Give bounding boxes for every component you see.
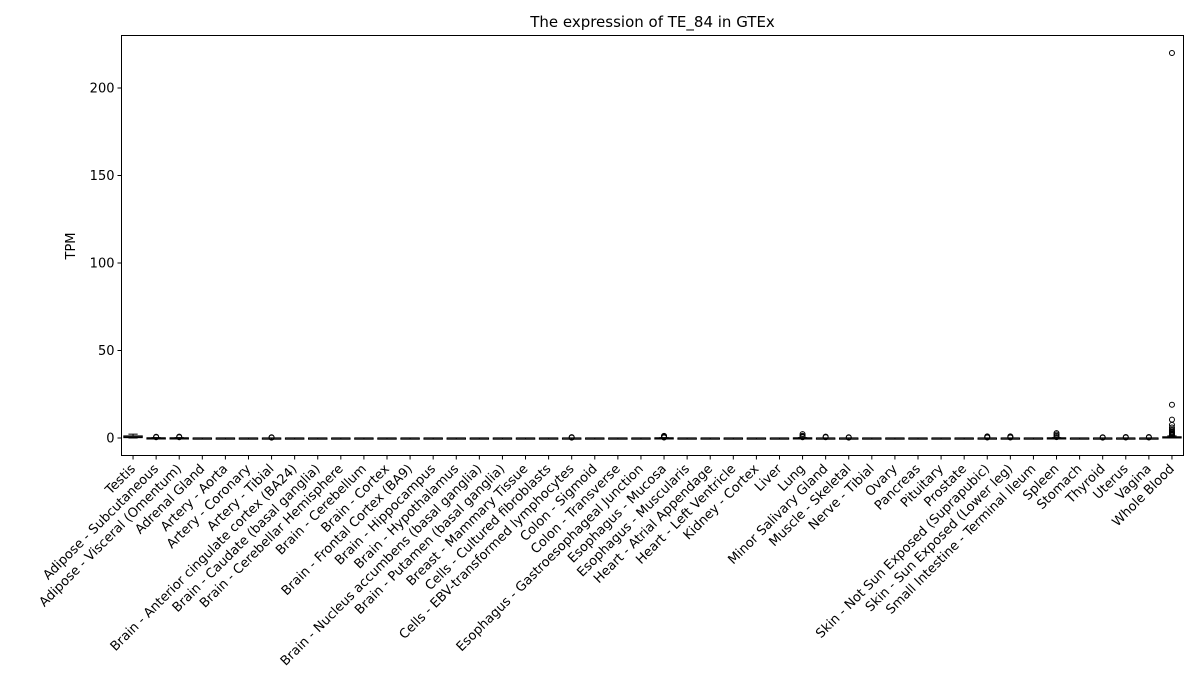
box-20 — [585, 437, 605, 440]
box-36 — [954, 437, 974, 440]
y-tick-label: 0 — [106, 432, 114, 447]
box-41 — [1069, 437, 1090, 440]
box-28 — [769, 437, 790, 440]
outlier-point — [1168, 424, 1175, 431]
outlier-point — [1053, 430, 1060, 437]
box-27 — [746, 437, 767, 440]
box-38 — [1000, 433, 1021, 441]
box-32 — [862, 437, 882, 440]
y-tick-label: 200 — [90, 82, 115, 97]
y-tick-label: 150 — [90, 169, 115, 184]
box-21 — [608, 437, 628, 440]
box-37 — [977, 433, 997, 441]
box-13 — [423, 437, 443, 440]
plot-frame — [121, 35, 1184, 456]
box-33 — [885, 437, 905, 440]
outlier-point — [1099, 434, 1106, 441]
box-15 — [469, 437, 490, 440]
box-24 — [677, 437, 697, 440]
chart-title: The expression of TE_84 in GTEx — [529, 13, 775, 32]
box-6 — [261, 434, 282, 441]
box-23 — [654, 432, 674, 441]
box-18 — [538, 437, 559, 440]
outlier-point — [176, 433, 183, 440]
box-26 — [723, 437, 744, 440]
outlier-point — [153, 433, 160, 440]
y-tick-label: 100 — [90, 257, 115, 272]
box-16 — [492, 437, 513, 440]
y-axis: 0 50 100 150 200 — [90, 82, 122, 447]
outlier-point — [1168, 426, 1175, 433]
y-tick-label: 50 — [98, 344, 115, 359]
box-9 — [331, 437, 351, 440]
outlier-point — [268, 434, 275, 441]
box-11 — [377, 437, 397, 440]
outlier-point — [984, 433, 991, 440]
outlier-point — [1168, 50, 1175, 56]
outlier-point — [845, 434, 852, 441]
outlier-point — [1168, 416, 1175, 423]
box-45 — [1162, 50, 1182, 439]
box-35 — [931, 437, 951, 440]
y-axis-label: TPM — [64, 233, 79, 261]
outlier-point — [661, 432, 668, 439]
outlier-point — [568, 434, 575, 441]
box-1 — [146, 433, 166, 441]
box-2 — [169, 433, 189, 441]
box-44 — [1139, 433, 1159, 441]
box-series — [123, 50, 1182, 441]
box-17 — [515, 437, 536, 440]
box-22 — [631, 437, 651, 440]
box-29 — [792, 431, 813, 441]
outlier-point — [1145, 433, 1152, 440]
box-19 — [561, 434, 582, 441]
box-0 — [123, 433, 143, 439]
box-31 — [839, 434, 859, 441]
box-5 — [238, 437, 259, 440]
outlier-point — [1168, 401, 1175, 408]
box-8 — [308, 437, 328, 440]
box-25 — [700, 437, 720, 440]
outlier-point — [1122, 433, 1129, 440]
box-34 — [908, 437, 928, 440]
box-43 — [1116, 433, 1136, 441]
box-42 — [1092, 434, 1113, 441]
box-40 — [1046, 430, 1067, 441]
outlier-point — [1007, 433, 1014, 440]
box-14 — [446, 437, 466, 440]
box-4 — [215, 437, 236, 440]
box-12 — [400, 437, 420, 440]
box-10 — [354, 437, 374, 440]
box-30 — [815, 433, 836, 441]
outlier-point — [822, 433, 829, 440]
box-39 — [1023, 437, 1044, 440]
outlier-point — [799, 431, 806, 438]
box-3 — [192, 437, 213, 440]
box-7 — [284, 437, 305, 440]
